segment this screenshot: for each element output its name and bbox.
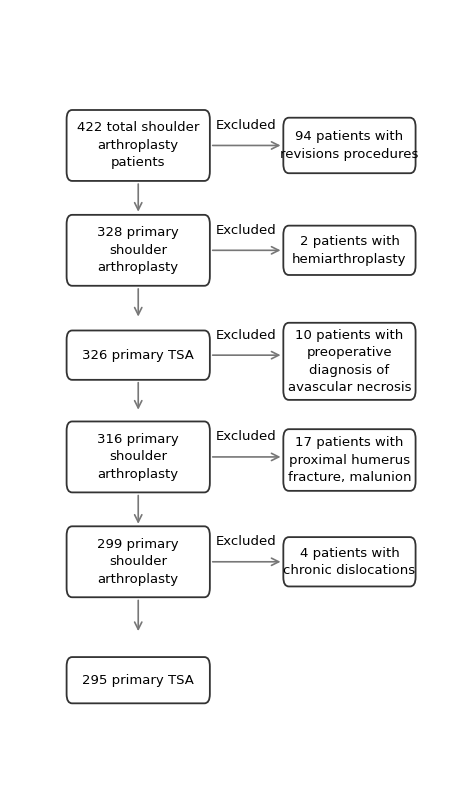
Text: 316 primary
shoulder
arthroplasty: 316 primary shoulder arthroplasty: [97, 433, 179, 481]
FancyBboxPatch shape: [283, 323, 416, 400]
FancyBboxPatch shape: [66, 331, 210, 380]
Text: Excluded: Excluded: [216, 119, 277, 132]
FancyBboxPatch shape: [66, 421, 210, 493]
Text: 328 primary
shoulder
arthroplasty: 328 primary shoulder arthroplasty: [97, 227, 179, 274]
FancyBboxPatch shape: [66, 215, 210, 286]
Text: 94 patients with
revisions procedures: 94 patients with revisions procedures: [280, 131, 419, 161]
FancyBboxPatch shape: [66, 526, 210, 598]
Text: 295 primary TSA: 295 primary TSA: [82, 674, 194, 686]
Text: 422 total shoulder
arthroplasty
patients: 422 total shoulder arthroplasty patients: [77, 122, 200, 170]
Text: 299 primary
shoulder
arthroplasty: 299 primary shoulder arthroplasty: [98, 537, 179, 586]
FancyBboxPatch shape: [66, 657, 210, 703]
Text: Excluded: Excluded: [216, 328, 277, 341]
Text: 326 primary TSA: 326 primary TSA: [82, 348, 194, 362]
Text: 10 patients with
preoperative
diagnosis of
avascular necrosis: 10 patients with preoperative diagnosis …: [288, 328, 411, 394]
FancyBboxPatch shape: [283, 429, 416, 491]
Text: Excluded: Excluded: [216, 535, 277, 548]
Text: 17 patients with
proximal humerus
fracture, malunion: 17 patients with proximal humerus fractu…: [288, 436, 411, 484]
Text: Excluded: Excluded: [216, 430, 277, 444]
FancyBboxPatch shape: [66, 110, 210, 181]
FancyBboxPatch shape: [283, 226, 416, 275]
FancyBboxPatch shape: [283, 537, 416, 586]
Text: 2 patients with
hemiarthroplasty: 2 patients with hemiarthroplasty: [292, 235, 407, 266]
Text: Excluded: Excluded: [216, 223, 277, 237]
FancyBboxPatch shape: [283, 118, 416, 173]
Text: 4 patients with
chronic dislocations: 4 patients with chronic dislocations: [283, 546, 416, 577]
